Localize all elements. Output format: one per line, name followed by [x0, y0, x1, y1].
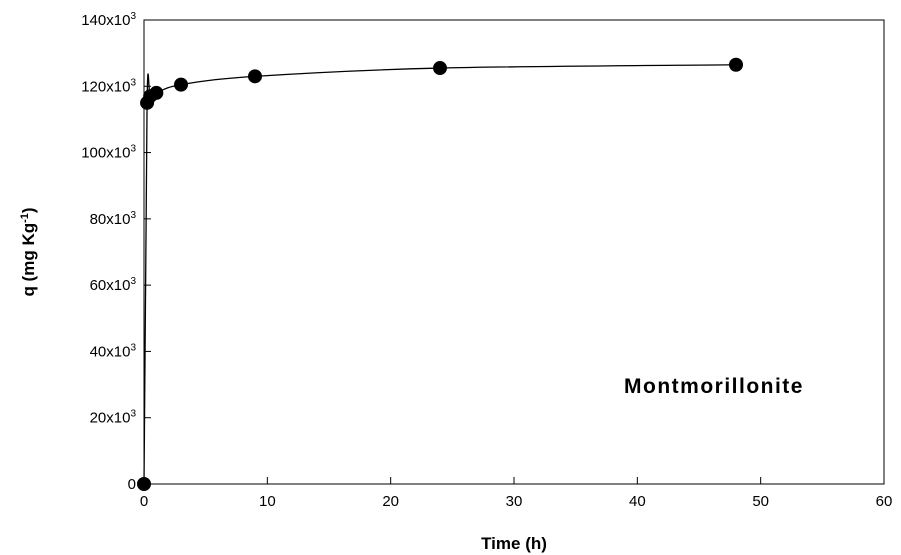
y-axis-title-main: q (mg Kg — [19, 223, 38, 297]
x-tick-label: 0 — [140, 493, 148, 510]
y-axis-ticks: 0 20x103 40x103 60x103 80x103 100x103 120x103 1… — [81, 11, 151, 493]
x-tick-label: 40 — [629, 493, 646, 510]
data-point — [149, 85, 164, 100]
y-tick-label: 80x103 — [90, 210, 137, 228]
data-point — [248, 69, 262, 84]
y-tick-label: 40x103 — [90, 342, 137, 360]
x-axis-title: Time (h) — [481, 534, 547, 553]
data-points — [137, 57, 743, 491]
x-axis-ticks: 0 10 20 30 40 50 60 — [140, 477, 893, 510]
x-tick-label: 60 — [876, 493, 893, 510]
y-tick-label: 20x103 — [90, 409, 137, 427]
data-point — [433, 61, 447, 76]
annotation-montmorillonite: Montmorillonite — [624, 375, 804, 398]
x-tick-label: 50 — [752, 493, 769, 510]
y-axis-title: q (mg Kg-1) — [19, 207, 38, 296]
data-point — [729, 57, 743, 72]
x-tick-label: 10 — [259, 493, 276, 510]
y-tick-label: 60x103 — [90, 276, 137, 294]
y-tick-label: 0 — [128, 476, 136, 493]
x-tick-label: 20 — [382, 493, 399, 510]
x-tick-label: 30 — [506, 493, 523, 510]
plot-frame — [143, 19, 885, 485]
data-point — [137, 477, 151, 491]
y-axis-title-close: ) — [19, 207, 38, 213]
data-point — [174, 77, 188, 92]
y-tick-label: 100x103 — [81, 144, 136, 162]
y-axis-title-sup: -1 — [19, 213, 31, 223]
y-tick-label: 140x103 — [81, 11, 136, 29]
fit-curve — [143, 64, 737, 485]
y-tick-label: 120x103 — [81, 77, 136, 95]
